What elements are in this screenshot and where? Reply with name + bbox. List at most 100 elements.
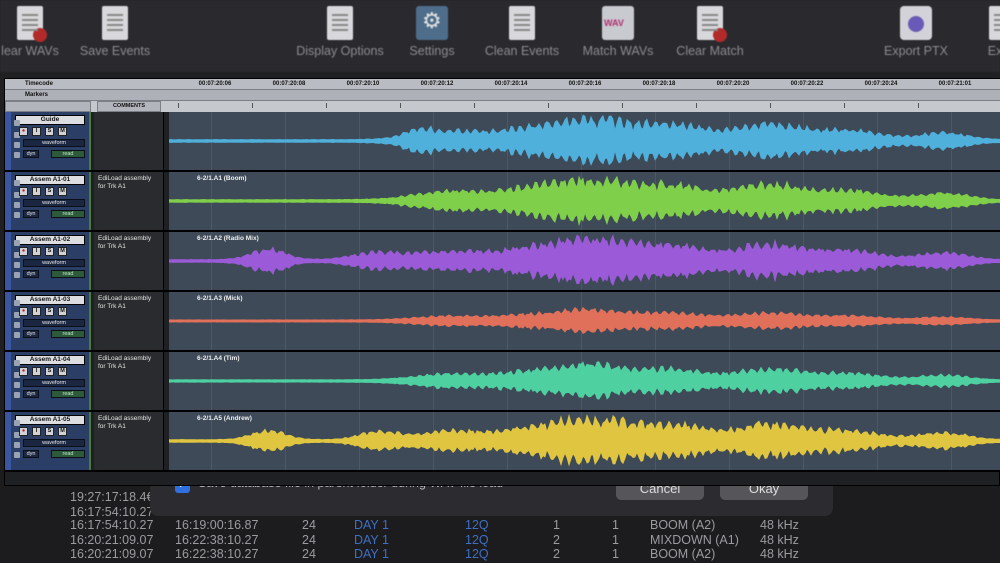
toolbar-button-clean-events[interactable]: Clean Events [472, 6, 572, 68]
track-small-icon[interactable] [14, 452, 20, 458]
track-name-field[interactable]: Assem A1-03 [15, 295, 85, 305]
record-arm-button[interactable]: ● [19, 247, 28, 256]
track-small-icon[interactable] [14, 442, 20, 448]
input-monitor-button[interactable]: I [32, 307, 41, 316]
track-view-selector[interactable]: waveform [23, 319, 85, 327]
audio-clip[interactable]: 6-2/1.A2 (Radio Mix) [169, 232, 1000, 290]
solo-button[interactable]: S [45, 127, 54, 136]
track-small-icon[interactable] [14, 262, 20, 268]
track-small-icon[interactable] [14, 180, 20, 186]
track-small-icon[interactable] [14, 360, 20, 366]
toolbar-button-export-ptx[interactable]: Export PTX [866, 6, 966, 68]
dyn-button[interactable]: dyn [23, 150, 39, 158]
dyn-button[interactable]: dyn [23, 390, 39, 398]
mute-button[interactable]: M [58, 367, 67, 376]
track-small-icon[interactable] [14, 432, 20, 438]
track-name-field[interactable]: Assem A1-02 [15, 235, 85, 245]
track-view-selector[interactable]: waveform [23, 259, 85, 267]
track-name-field[interactable]: Assem A1-05 [15, 415, 85, 425]
track-comment[interactable]: EdiLoad assembly for Trk A1 [94, 232, 164, 290]
automation-mode-selector[interactable]: read [51, 210, 85, 218]
mute-button[interactable]: M [58, 307, 67, 316]
toolbar-button-gear[interactable]: Settings [382, 6, 482, 68]
db-table-row[interactable]: 19:27:17:18.4€ [0, 490, 1000, 505]
toolbar-button-clear-match[interactable]: Clear Match [660, 6, 760, 68]
db-table-row[interactable]: 16:20:21:09.07 16:22:38:10.27 24 DAY 1 12Q 2 1… [0, 533, 1000, 548]
solo-button[interactable]: S [45, 427, 54, 436]
timeline-ruler[interactable]: Timecode Markers COMMENTS 00:07:20:06 00:… [5, 79, 1000, 112]
track-small-icon[interactable] [14, 120, 20, 126]
dyn-button[interactable]: dyn [23, 270, 39, 278]
automation-mode-selector[interactable]: read [51, 270, 85, 278]
input-monitor-button[interactable]: I [32, 127, 41, 136]
toolbar-button-display-options[interactable]: Display Options [290, 6, 390, 68]
track-small-icon[interactable] [14, 252, 20, 258]
track-small-icon[interactable] [14, 300, 20, 306]
input-monitor-button[interactable]: I [32, 367, 41, 376]
solo-button[interactable]: S [45, 307, 54, 316]
mute-button[interactable]: M [58, 127, 67, 136]
record-arm-button[interactable]: ● [19, 127, 28, 136]
track-small-icon[interactable] [14, 240, 20, 246]
toolbar-button-export[interactable]: Expo [952, 6, 1000, 68]
track-small-icon[interactable] [14, 332, 20, 338]
solo-button[interactable]: S [45, 367, 54, 376]
audio-clip[interactable]: 6-2/1.A3 (Mick) [169, 292, 1000, 350]
toolbar-button-wav[interactable]: Match WAVs [568, 6, 668, 68]
input-monitor-button[interactable]: I [32, 427, 41, 436]
track-small-icon[interactable] [14, 132, 20, 138]
audio-clip[interactable] [169, 112, 1000, 170]
track-small-icon[interactable] [14, 152, 20, 158]
automation-mode-selector[interactable]: read [51, 330, 85, 338]
track-comment[interactable]: EdiLoad assembly for Trk A1 [94, 412, 164, 470]
mute-button[interactable]: M [58, 427, 67, 436]
track-small-icon[interactable] [14, 272, 20, 278]
track-view-selector[interactable]: waveform [23, 439, 85, 447]
audio-clip[interactable]: 6-2/1.A4 (Tim) [169, 352, 1000, 410]
markers-ruler[interactable] [5, 90, 1000, 101]
record-arm-button[interactable]: ● [19, 307, 28, 316]
track-comment[interactable]: EdiLoad assembly for Trk A1 [94, 352, 164, 410]
track-small-icon[interactable] [14, 420, 20, 426]
track-small-icon[interactable] [14, 192, 20, 198]
track-small-icon[interactable] [14, 322, 20, 328]
timecode-ruler[interactable] [5, 79, 1000, 90]
track-name-field[interactable]: Assem A1-01 [15, 175, 85, 185]
db-table-row[interactable]: 16:17:54:10.27 16:19:00:16.87 24 DAY 1 12Q 1 1… [0, 518, 1000, 533]
db-table-row[interactable]: 16:17:54:10.27 [0, 505, 1000, 520]
track-view-selector[interactable]: waveform [23, 139, 85, 147]
track-small-icon[interactable] [14, 202, 20, 208]
input-monitor-button[interactable]: I [32, 247, 41, 256]
audio-clip[interactable]: 6-2/1.A1 (Boom) [169, 172, 1000, 230]
track-small-icon[interactable] [14, 142, 20, 148]
dyn-button[interactable]: dyn [23, 450, 39, 458]
track-comment[interactable]: EdiLoad assembly for Trk A1 [94, 292, 164, 350]
audio-clip[interactable]: 6-2/1.A5 (Andrew) [169, 412, 1000, 470]
track-name-field[interactable]: Guide [15, 115, 85, 125]
track-view-selector[interactable]: waveform [23, 379, 85, 387]
toolbar-button-clear-wavs[interactable]: lear WAVs [0, 6, 80, 68]
automation-mode-selector[interactable]: read [51, 450, 85, 458]
dyn-button[interactable]: dyn [23, 330, 39, 338]
track-comment[interactable] [94, 112, 164, 170]
track-small-icon[interactable] [14, 392, 20, 398]
record-arm-button[interactable]: ● [19, 187, 28, 196]
dyn-button[interactable]: dyn [23, 210, 39, 218]
mute-button[interactable]: M [58, 247, 67, 256]
record-arm-button[interactable]: ● [19, 427, 28, 436]
track-small-icon[interactable] [14, 312, 20, 318]
track-small-icon[interactable] [14, 382, 20, 388]
db-table-row[interactable]: 16:20:21:09.07 16:22:38:10.27 24 DAY 1 12Q 2 1… [0, 547, 1000, 562]
track-comment[interactable]: EdiLoad assembly for Trk A1 [94, 172, 164, 230]
automation-mode-selector[interactable]: read [51, 390, 85, 398]
input-monitor-button[interactable]: I [32, 187, 41, 196]
solo-button[interactable]: S [45, 187, 54, 196]
automation-mode-selector[interactable]: read [51, 150, 85, 158]
track-small-icon[interactable] [14, 372, 20, 378]
track-view-selector[interactable]: waveform [23, 199, 85, 207]
toolbar-button-save-events[interactable]: Save Events [65, 6, 165, 68]
track-name-field[interactable]: Assem A1-04 [15, 355, 85, 365]
mute-button[interactable]: M [58, 187, 67, 196]
record-arm-button[interactable]: ● [19, 367, 28, 376]
solo-button[interactable]: S [45, 247, 54, 256]
